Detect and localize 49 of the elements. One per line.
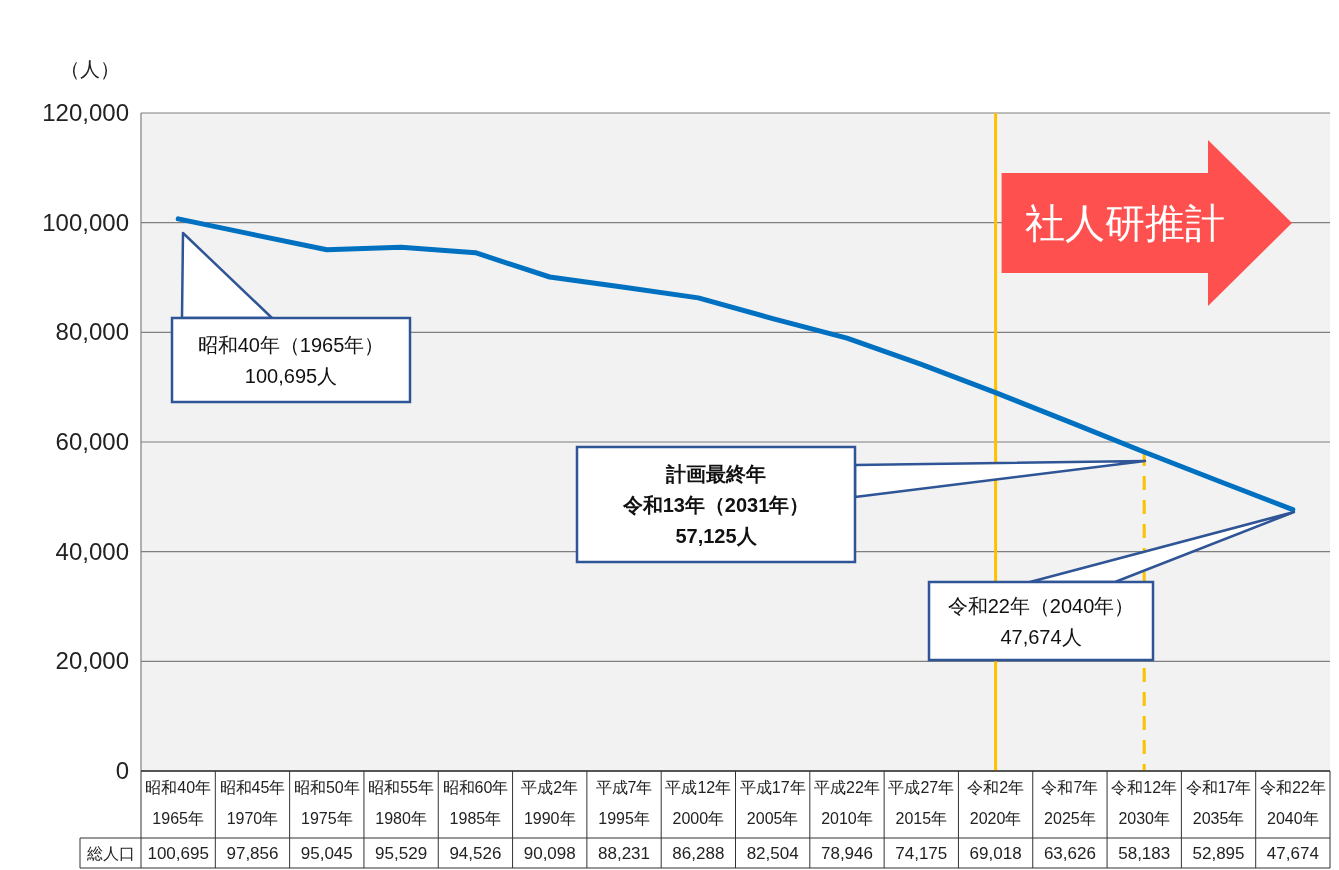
data-label: 58,183 [1118,844,1171,863]
data-label: 63,626 [1043,844,1096,863]
y-tick-label: 120,000 [42,99,129,126]
data-label: 90,098 [523,844,576,863]
annotation: 100,695人 [244,364,338,387]
x-tick-label: 令和7年 2025年 [1041,779,1099,827]
data-label: 47,674 [1266,844,1319,863]
annotation: 57,125人 [675,524,758,547]
annotation: 社人研推計 [1024,201,1225,245]
x-tick-label: 平成17年 2005年 [739,779,806,827]
x-tick-label: 平成2年 1990年 [521,779,579,827]
data-label: 52,895 [1192,844,1245,863]
y-tick-label: 80,000 [55,318,129,346]
x-tick-label: 昭和60年 1985年 [442,779,509,827]
x-tick-label: 昭和55年 1980年 [368,779,434,827]
data-label: 88,231 [598,844,651,863]
y-tick-label: 20,000 [55,647,129,675]
y-axis-title: （人） [60,58,120,80]
data-label: 82,504 [746,844,799,863]
data-label: 69,018 [969,844,1022,863]
x-tick-label: 平成22年 2010年 [814,779,880,827]
annotation: 計画最終年 [665,462,766,485]
y-tick-label: 100,000 [42,208,129,236]
text: 総人口 [85,845,135,862]
x-tick-label: 昭和50年 1975年 [293,779,360,827]
data-label: 100,695 [147,844,209,863]
data-label: 86,288 [672,844,725,863]
y-tick-label: 0 [115,757,129,784]
x-tick-label: 昭和45年 1970年 [219,779,286,827]
annotation: 令和13年（2031年） [621,493,810,516]
x-tick-label: 令和12年 2030年 [1111,779,1178,827]
data-label: 78,946 [820,844,873,863]
annotation: 昭和40年（1965年） [197,333,385,356]
x-tick-label: 平成12年 2000年 [665,779,732,827]
data-label: 97,856 [226,844,279,863]
y-tick-label: 40,000 [55,537,129,565]
annotation: 令和22年（2040年） [947,594,1135,617]
data-label: 95,045 [300,844,353,863]
data-label: 74,175 [895,844,948,863]
x-tick-label: 昭和40年 1965年 [145,779,212,827]
data-label: 95,529 [375,844,428,863]
data-label: 94,526 [449,844,502,863]
x-tick-label: 平成27年 2015年 [888,779,955,827]
x-tick-label: 令和17年 2035年 [1185,779,1252,827]
annotation: 47,674人 [1000,625,1082,648]
x-tick-label: 令和2年 2020年 [967,779,1025,827]
y-tick-label: 60,000 [55,428,129,455]
x-tick-label: 令和22年 2040年 [1259,779,1326,827]
x-tick-label: 平成7年 1995年 [595,779,653,827]
